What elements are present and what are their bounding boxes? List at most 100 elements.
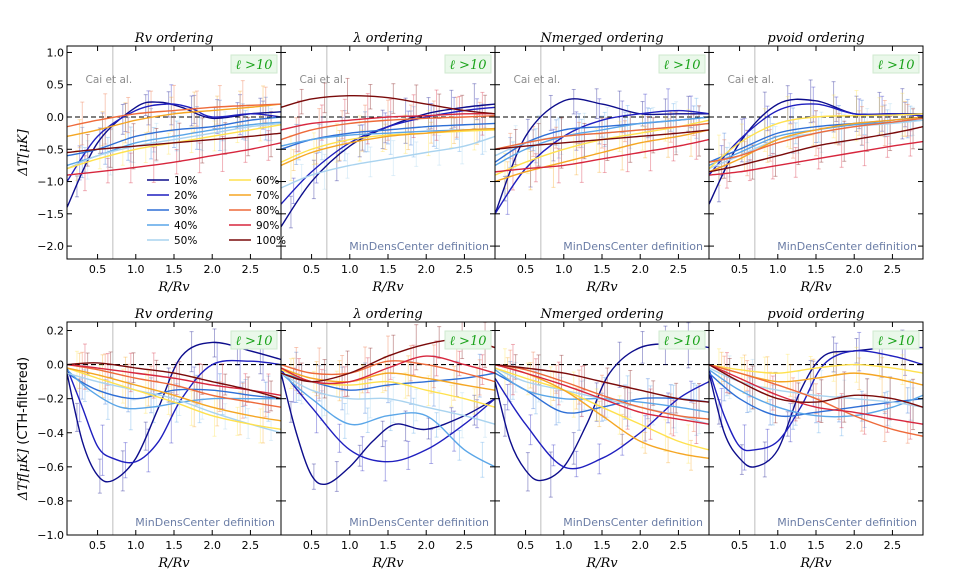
mindens-label: MinDensCenter definition (563, 240, 703, 253)
x-tick-label: 2.0 (417, 263, 435, 276)
series-line-80% (495, 122, 709, 150)
mindens-label: MinDensCenter definition (777, 516, 917, 529)
panel-title-rest: ordering (366, 31, 423, 46)
legend: 10% 20% 30% 40% 50% 60% 70% 80% 90% 100% (147, 175, 286, 247)
panel-title-variable: λ (352, 307, 361, 322)
series-group (281, 322, 495, 492)
legend-label-20%: 20% (174, 190, 197, 202)
y-axis-label-main: ΔTf[μK] (16, 448, 31, 501)
x-axis-label: R/Rv (585, 556, 618, 571)
panel-1-0: 0.5 1.0 1.5 2.0 2.5 0.2 0.0 −0.2 −0.4 −0.6 −0.8 −1.… (37, 307, 282, 571)
series-line-70% (281, 367, 495, 391)
ell-label-box (444, 330, 492, 350)
panel-title-variable: pvoid (767, 307, 803, 322)
panel-title: Nmerged ordering (539, 307, 663, 322)
x-tick-label: 2.0 (417, 539, 435, 552)
panel-title-variable: λ (352, 31, 361, 46)
panel-title: Nmerged ordering (539, 31, 663, 46)
x-axis-label: R/Rv (799, 280, 832, 295)
series-line-80% (67, 363, 281, 408)
panel-title-variable: Rv (134, 307, 153, 322)
y-axis-label-main: ΔT[μK] (16, 128, 31, 176)
y-tick-label: 0.0 (47, 111, 65, 124)
x-tick-label: 2.5 (242, 263, 260, 276)
panel-title-rest: ordering (808, 307, 865, 322)
mindens-label: MinDensCenter definition (777, 240, 917, 253)
x-tick-label: 1.0 (769, 263, 787, 276)
ell-label-box (230, 54, 278, 74)
series-line-70% (281, 127, 495, 167)
panel-title-variable: pvoid (767, 31, 803, 46)
panel-title-variable: Nmerged (539, 307, 602, 322)
series-line-100% (495, 129, 709, 150)
x-tick-label: 1.0 (341, 539, 359, 552)
legend-label-40%: 40% (174, 220, 197, 232)
y-axis-label-suffix: (CTH-filtered) (16, 357, 31, 445)
series-line-100% (709, 125, 923, 173)
panel-title-rest: ordering (156, 307, 213, 322)
cai-label: Cai et al. (86, 74, 133, 86)
x-tick-label: 2.0 (845, 539, 863, 552)
mindens-label: MinDensCenter definition (349, 516, 489, 529)
panel-frame (66, 321, 282, 536)
legend-label-10%: 10% (174, 175, 197, 187)
x-tick-label: 0.5 (89, 539, 107, 552)
panel-title-variable: Nmerged (539, 31, 602, 46)
legend-label-100%: 100% (256, 235, 286, 247)
series-line-90% (495, 363, 709, 425)
ell-label: ℓ >10 (664, 58, 701, 73)
series-line-40% (281, 372, 495, 468)
series-line-10% (281, 372, 495, 486)
x-tick-label: 1.5 (165, 539, 183, 552)
ell-label: ℓ >10 (878, 334, 915, 349)
x-tick-label: 0.5 (517, 539, 535, 552)
panel-title-rest: ordering (606, 31, 663, 46)
ell-label-box (658, 330, 706, 350)
series-line-10% (67, 341, 281, 483)
series-line-80% (281, 115, 495, 141)
series-line-80% (281, 360, 495, 383)
y-tick-label: −1.5 (37, 208, 64, 221)
series-line-10% (709, 346, 923, 468)
series-line-80% (67, 103, 281, 128)
mindens-label: MinDensCenter definition (135, 516, 275, 529)
x-tick-label: 0.5 (303, 263, 321, 276)
series-line-20% (281, 369, 495, 463)
y-tick-label: 1.0 (47, 46, 65, 59)
series-line-100% (67, 132, 281, 154)
series-line-20% (709, 349, 923, 452)
y-tick-label: −1.0 (37, 176, 64, 189)
x-tick-label: 1.5 (379, 539, 397, 552)
ell-label-box (230, 330, 278, 350)
series-group (281, 77, 495, 229)
series-line-50% (281, 135, 495, 189)
x-tick-label: 1.5 (165, 263, 183, 276)
panel-title-rest: ordering (156, 31, 213, 46)
series-line-70% (67, 367, 281, 422)
x-tick-label: 2.0 (203, 263, 221, 276)
series-line-40% (495, 116, 709, 167)
series-group (709, 329, 923, 478)
x-tick-label: 2.0 (631, 263, 649, 276)
series-line-90% (709, 363, 923, 425)
series-line-90% (281, 112, 495, 131)
x-tick-label: 1.5 (379, 263, 397, 276)
y-tick-label: −0.5 (37, 143, 64, 156)
x-axis-label: R/Rv (371, 280, 404, 295)
ell-label: ℓ >10 (450, 334, 487, 349)
x-tick-label: 0.5 (89, 263, 107, 276)
x-axis-label: R/Rv (585, 280, 618, 295)
ell-label-box (872, 54, 920, 74)
x-tick-label: 1.5 (593, 539, 611, 552)
panel-title-rest: ordering (366, 307, 423, 322)
legend-label-50%: 50% (174, 235, 197, 247)
panel-title: Rv ordering (134, 31, 213, 46)
ell-label-box (872, 330, 920, 350)
ell-label: ℓ >10 (878, 58, 915, 73)
x-axis-label: R/Rv (799, 556, 832, 571)
panel-1-1: 0.5 1.0 1.5 2.0 2.5 R/Rv λ ordering ℓ >10 MinDen… (280, 307, 496, 571)
series-line-80% (495, 363, 709, 420)
panel-1-3: 0.5 1.0 1.5 2.0 2.5 R/Rv pvoid ordering ℓ >10 Mi… (708, 307, 924, 571)
